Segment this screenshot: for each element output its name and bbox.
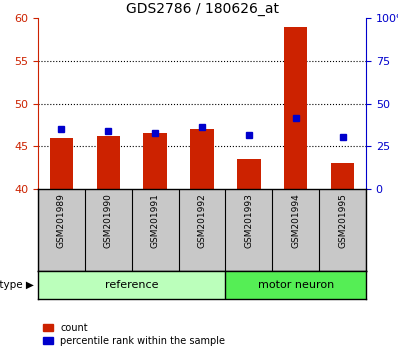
Text: GSM201994: GSM201994 [291,193,300,248]
Bar [331,163,354,189]
Text: cell type ▶: cell type ▶ [0,280,34,290]
Title: GDS2786 / 180626_at: GDS2786 / 180626_at [125,1,279,16]
Text: motor neuron: motor neuron [258,280,334,290]
Bar [225,271,366,299]
Bar [50,138,73,189]
Bar [97,136,120,189]
Text: GSM201989: GSM201989 [57,193,66,248]
Text: GSM201992: GSM201992 [197,193,207,248]
Text: reference: reference [105,280,158,290]
Bar [284,27,307,189]
Bar [190,129,214,189]
Legend: count, percentile rank within the sample: count, percentile rank within the sample [43,323,225,346]
Text: GSM201990: GSM201990 [104,193,113,248]
Text: GSM201991: GSM201991 [150,193,160,248]
Text: GSM201993: GSM201993 [244,193,254,248]
Bar [38,271,225,299]
Bar [143,133,167,189]
Bar [237,159,261,189]
Text: GSM201995: GSM201995 [338,193,347,248]
